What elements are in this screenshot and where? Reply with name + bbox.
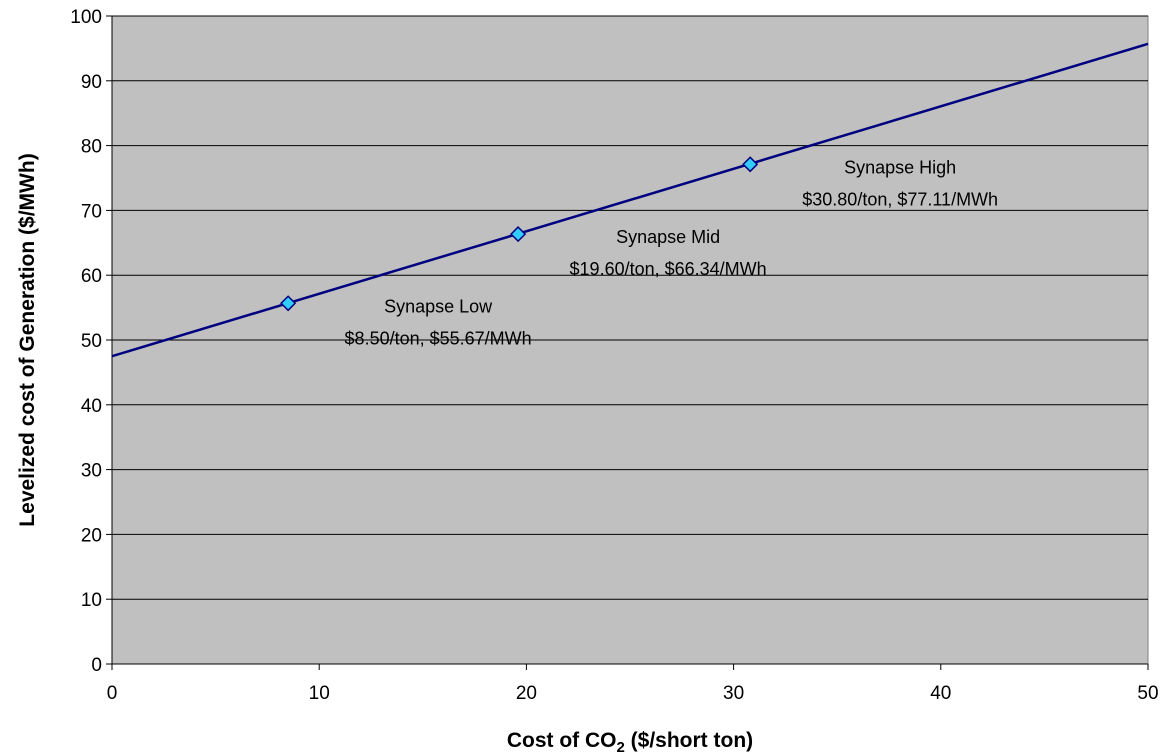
- y-tick-label: 30: [81, 461, 102, 482]
- y-tick-label: 50: [81, 331, 102, 352]
- data-point-marker: [510, 226, 527, 243]
- x-tick-label: 50: [1137, 683, 1158, 704]
- y-tick-label: 90: [81, 72, 102, 93]
- y-tick-label: 60: [81, 266, 102, 287]
- y-tick-label: 10: [81, 590, 102, 611]
- x-tick-label: 10: [309, 683, 330, 704]
- data-points: [280, 156, 759, 312]
- y-tick-label: 80: [81, 137, 102, 158]
- point-annotation-name: Synapse High: [844, 157, 956, 177]
- data-point-marker: [742, 156, 759, 173]
- axes: 0 10 20 30 40 50 60 70 80 90 100 0 10 20 30 40 50: [70, 7, 1158, 704]
- y-tick-label: 40: [81, 396, 102, 417]
- y-axis-title: Levelized cost of Generation ($/MWh): [16, 153, 39, 526]
- x-axis-title-subscript: 2: [616, 739, 624, 754]
- data-point-marker: [280, 295, 297, 312]
- annotations: Synapse Low $8.50/ton, $55.67/MWh Synapse …: [345, 157, 999, 348]
- point-annotation-value: $30.80/ton, $77.11/MWh: [802, 189, 998, 209]
- grid-lines: [112, 15, 1148, 600]
- y-tick-label: 100: [70, 7, 102, 28]
- y-tick-label: 70: [81, 201, 102, 222]
- point-annotation-name: Synapse Low: [384, 296, 493, 316]
- x-axis-title-rest: ($/short ton): [625, 729, 753, 752]
- y-tick-label: 20: [81, 525, 102, 546]
- point-annotation-value: $19.60/ton, $66.34/MWh: [570, 259, 767, 279]
- x-axis-title: Cost of CO2 ($/short ton): [507, 729, 753, 754]
- x-tick-label: 0: [107, 683, 118, 704]
- x-tick-label: 40: [930, 683, 951, 704]
- point-annotation-name: Synapse Mid: [616, 227, 720, 247]
- x-tick-label: 20: [516, 683, 537, 704]
- x-tick-label: 30: [723, 683, 744, 704]
- y-tick-label: 0: [91, 655, 102, 676]
- point-annotation-value: $8.50/ton, $55.67/MWh: [345, 328, 532, 348]
- x-axis-title-main: Cost of CO: [507, 729, 617, 752]
